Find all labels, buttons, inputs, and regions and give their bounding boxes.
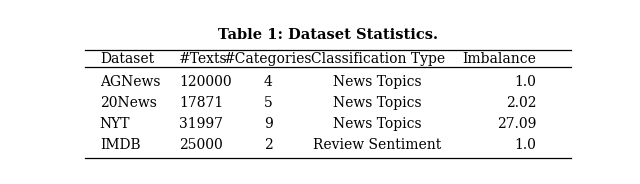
- Text: 20News: 20News: [100, 96, 157, 110]
- Text: 27.09: 27.09: [497, 117, 536, 131]
- Text: 31997: 31997: [179, 117, 223, 131]
- Text: NYT: NYT: [100, 117, 131, 131]
- Text: 17871: 17871: [179, 96, 223, 110]
- Text: 2: 2: [264, 138, 273, 152]
- Text: Dataset: Dataset: [100, 52, 154, 66]
- Text: News Topics: News Topics: [333, 117, 422, 131]
- Text: 120000: 120000: [179, 75, 232, 89]
- Text: AGNews: AGNews: [100, 75, 161, 89]
- Text: 9: 9: [264, 117, 273, 131]
- Text: News Topics: News Topics: [333, 75, 422, 89]
- Text: #Categories: #Categories: [224, 52, 313, 66]
- Text: Review Sentiment: Review Sentiment: [314, 138, 442, 152]
- Text: 1.0: 1.0: [515, 138, 536, 152]
- Text: Table 1: Dataset Statistics.: Table 1: Dataset Statistics.: [218, 28, 438, 42]
- Text: Classification Type: Classification Type: [310, 52, 445, 66]
- Text: IMDB: IMDB: [100, 138, 140, 152]
- Text: 4: 4: [264, 75, 273, 89]
- Text: Imbalance: Imbalance: [463, 52, 536, 66]
- Text: News Topics: News Topics: [333, 96, 422, 110]
- Text: 1.0: 1.0: [515, 75, 536, 89]
- Text: 5: 5: [264, 96, 273, 110]
- Text: 25000: 25000: [179, 138, 223, 152]
- Text: 2.02: 2.02: [506, 96, 536, 110]
- Text: #Texts: #Texts: [179, 52, 228, 66]
